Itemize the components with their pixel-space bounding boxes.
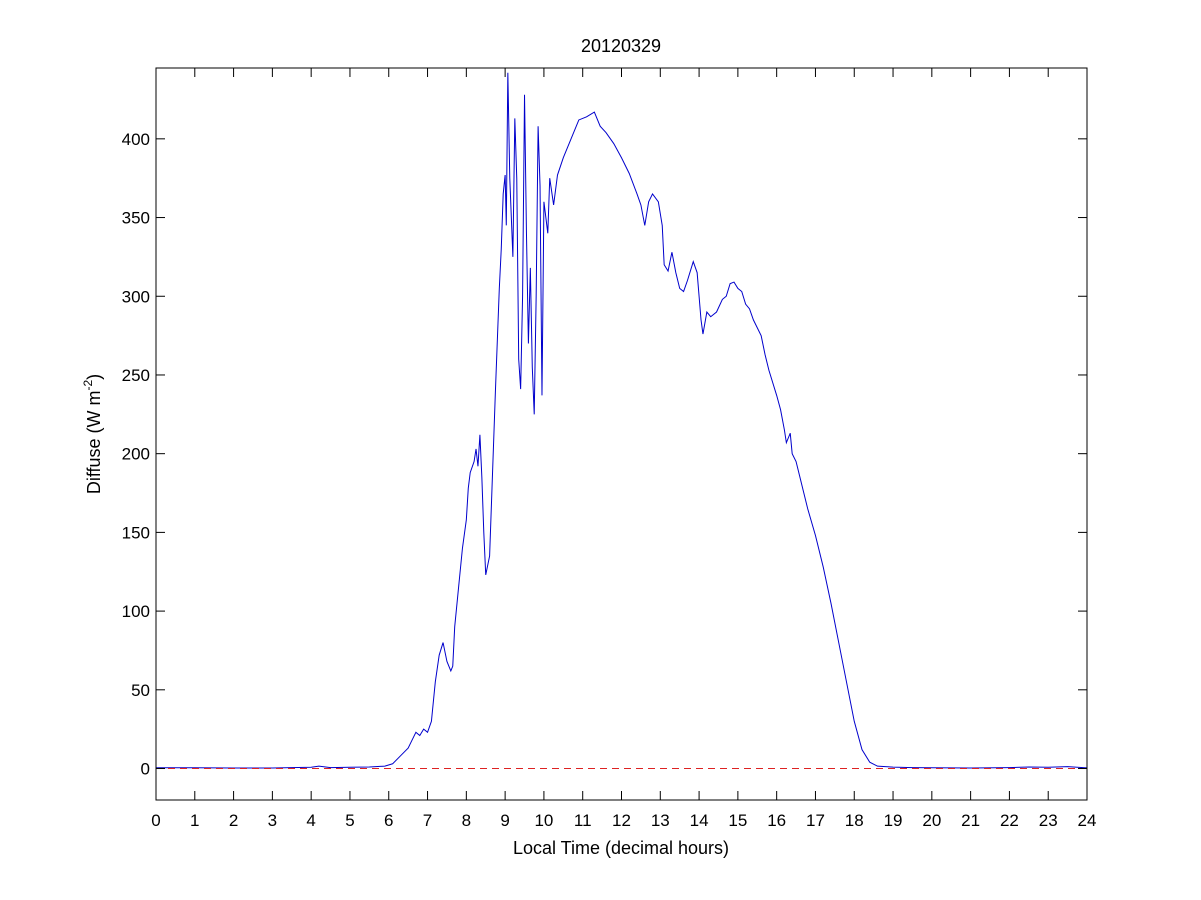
y-tick-label: 50 — [131, 681, 150, 700]
x-tick-label: 0 — [151, 811, 160, 830]
x-tick-label: 8 — [462, 811, 471, 830]
x-tick-label: 19 — [884, 811, 903, 830]
x-tick-label: 20 — [922, 811, 941, 830]
chart-title: 20120329 — [581, 36, 661, 56]
x-tick-label: 10 — [534, 811, 553, 830]
x-tick-label: 16 — [767, 811, 786, 830]
x-tick-label: 5 — [345, 811, 354, 830]
x-tick-label: 13 — [651, 811, 670, 830]
y-tick-label: 100 — [122, 602, 150, 621]
x-tick-label: 3 — [268, 811, 277, 830]
y-tick-label: 0 — [141, 760, 150, 779]
x-tick-label: 9 — [500, 811, 509, 830]
x-tick-label: 4 — [306, 811, 315, 830]
x-tick-label: 18 — [845, 811, 864, 830]
y-axis-label: Diffuse (W m-2) — [81, 374, 104, 494]
x-axis-label: Local Time (decimal hours) — [513, 838, 729, 858]
x-tick-label: 24 — [1078, 811, 1097, 830]
x-tick-label: 17 — [806, 811, 825, 830]
x-tick-label: 2 — [229, 811, 238, 830]
y-tick-label: 200 — [122, 445, 150, 464]
x-tick-label: 11 — [574, 811, 592, 830]
y-axis-label-prefix: Diffuse (W m — [84, 390, 104, 494]
y-axis-label-suffix: ) — [84, 374, 104, 380]
x-tick-label: 22 — [1000, 811, 1019, 830]
x-tick-label: 21 — [961, 811, 980, 830]
diffuse-series-line — [156, 72, 1087, 769]
y-tick-label: 150 — [122, 523, 150, 542]
x-tick-label: 6 — [384, 811, 393, 830]
y-axis-label-superscript: -2 — [81, 379, 95, 390]
y-tick-label: 250 — [122, 366, 150, 385]
plot-layer: 0 1 2 3 4 5 6 7 8 9 10 11 12 13 14 15 16 17 18 19 20 21 22 23 24… — [122, 67, 1097, 830]
y-tick-label: 300 — [122, 287, 150, 306]
x-tick-label: 15 — [728, 811, 747, 830]
x-tick-label: 23 — [1039, 811, 1058, 830]
axes-frame — [155, 67, 1088, 801]
y-tick-label: 350 — [122, 209, 150, 228]
x-tick-label: 14 — [690, 811, 709, 830]
x-tick-label: 7 — [423, 811, 432, 830]
x-tick-label: 1 — [190, 811, 199, 830]
x-tick-label: 12 — [612, 811, 631, 830]
y-tick-label: 400 — [122, 130, 150, 149]
